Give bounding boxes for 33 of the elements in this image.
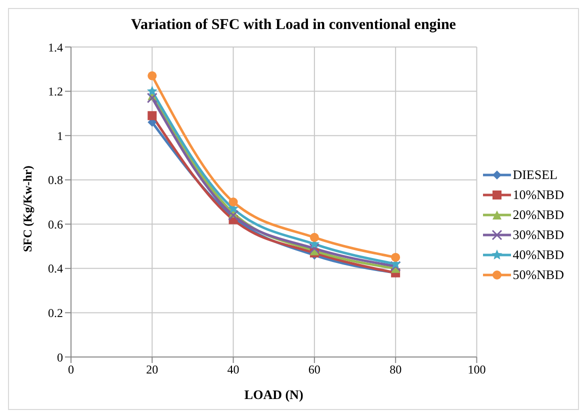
legend-label: 20%NBD <box>512 207 564 223</box>
point <box>391 252 400 262</box>
legend-label: 30%NBD <box>512 227 564 243</box>
y-tick-label: 0.2 <box>48 306 63 320</box>
x-tick-label: 0 <box>68 362 74 377</box>
x-tick-label: 40 <box>227 362 240 377</box>
point <box>390 260 401 272</box>
point <box>146 92 158 104</box>
y-tick-label: 0.4 <box>48 262 63 276</box>
y-axis-title: SFC (Kg/Kw-hr) <box>20 166 34 252</box>
y-tick-label: 1.2 <box>48 84 63 99</box>
legend-label: DIESEL <box>512 167 558 183</box>
x-tick-label: 100 <box>468 362 486 377</box>
x-axis-title: LOAD (N) <box>244 387 304 402</box>
chart-title: Variation of SFC with Load in conventional engine <box>130 16 457 35</box>
point <box>310 232 319 242</box>
point <box>148 71 157 80</box>
legend-label: 50%NBD <box>512 267 564 283</box>
x-tick-label: 80 <box>390 362 402 377</box>
x-tick-label: 60 <box>308 362 320 377</box>
legend-label: 40%NBD <box>512 247 564 263</box>
point <box>309 243 320 254</box>
x-tick-label: 20 <box>146 362 158 377</box>
y-tick-label: 0 <box>57 350 63 364</box>
legend-label: 10%NBD <box>512 187 564 203</box>
y-tick-label: 0.8 <box>48 173 63 188</box>
point <box>228 198 238 206</box>
point <box>148 111 157 120</box>
point <box>146 86 158 96</box>
y-tick-label: 1.4 <box>48 40 63 54</box>
y-tick-label: 1 <box>57 128 63 143</box>
y-tick-label: 0.6 <box>48 217 63 232</box>
point <box>228 210 239 221</box>
